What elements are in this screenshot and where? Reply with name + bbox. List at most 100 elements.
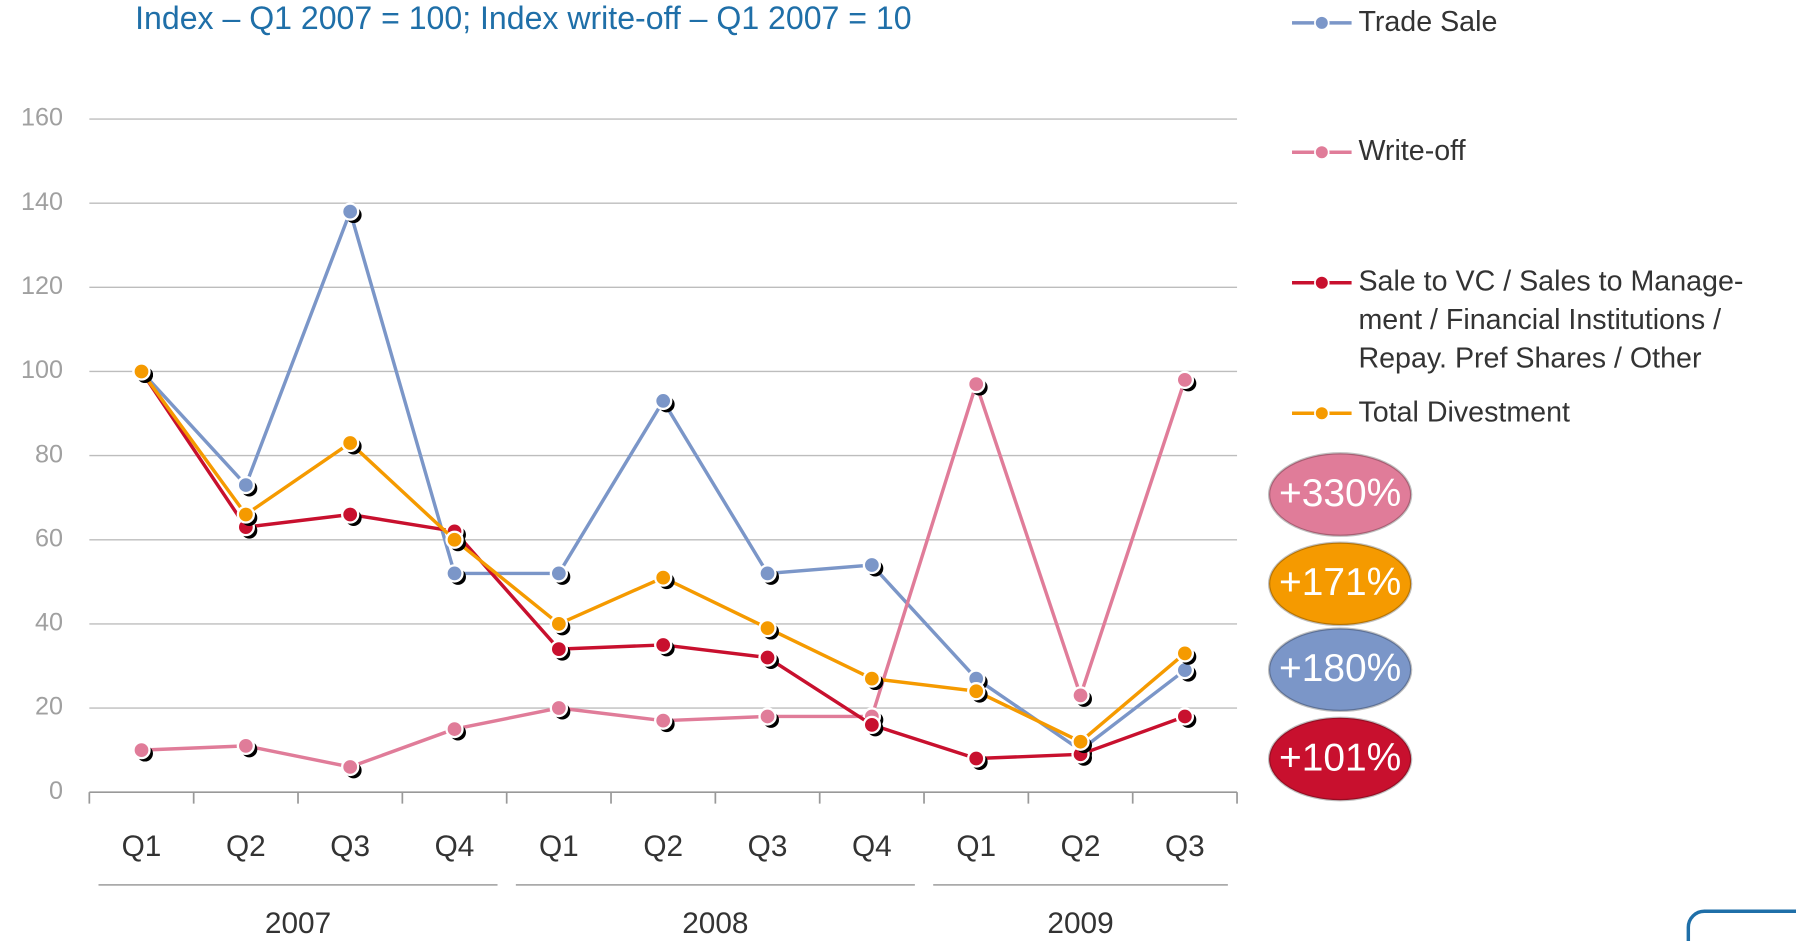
legend-dot bbox=[1314, 144, 1330, 160]
marker-dot bbox=[236, 736, 256, 756]
marker bbox=[549, 698, 571, 720]
badge-label: +171% bbox=[1279, 561, 1401, 604]
marker bbox=[758, 648, 779, 670]
group-label: 2009 bbox=[1047, 907, 1113, 940]
marker-dot bbox=[1175, 661, 1195, 680]
marker-dot bbox=[862, 715, 882, 735]
y-tick-label: 40 bbox=[35, 609, 63, 637]
marker bbox=[1071, 732, 1092, 754]
legend-label: Sale to VC / Sales to Manage-ment / Fina… bbox=[1358, 265, 1743, 374]
marker bbox=[654, 391, 675, 413]
marker-dot bbox=[341, 202, 360, 221]
badge bbox=[1267, 541, 1413, 627]
badge bbox=[1267, 716, 1413, 802]
x-tick-label: Q2 bbox=[643, 830, 683, 863]
legend-dot bbox=[1314, 15, 1330, 31]
marker bbox=[445, 564, 466, 585]
marker bbox=[654, 635, 675, 657]
legend-label: Trade Sale bbox=[1358, 5, 1497, 37]
legend-dot bbox=[1314, 275, 1330, 291]
marker-dot bbox=[132, 362, 151, 381]
y-tick-label: 80 bbox=[35, 440, 63, 468]
x-tick-label: Q2 bbox=[226, 830, 266, 863]
marker bbox=[549, 564, 571, 585]
marker-dot bbox=[445, 719, 464, 739]
marker bbox=[758, 618, 779, 640]
marker-dot bbox=[654, 711, 673, 730]
badge bbox=[1267, 627, 1413, 713]
x-tick-label: Q3 bbox=[1165, 830, 1205, 863]
x-tick-label: Q1 bbox=[956, 830, 996, 863]
legend-dot bbox=[1314, 405, 1330, 421]
marker-dot bbox=[341, 433, 360, 453]
y-tick-label: 120 bbox=[21, 272, 63, 300]
marker-dot bbox=[654, 568, 673, 587]
marker-dot bbox=[445, 530, 464, 549]
marker-dot bbox=[1175, 707, 1195, 726]
marker-dot bbox=[132, 740, 151, 760]
legend-label: Total Divestment bbox=[1358, 396, 1570, 428]
series-line bbox=[140, 206, 1186, 753]
marker bbox=[654, 568, 675, 590]
y-tick-label: 60 bbox=[35, 524, 63, 552]
marker bbox=[341, 505, 362, 526]
series-line bbox=[140, 370, 1186, 761]
marker bbox=[341, 202, 362, 224]
marker-dot bbox=[549, 614, 569, 634]
marker bbox=[236, 736, 258, 758]
marker-dot bbox=[967, 749, 986, 768]
x-tick-label: Q3 bbox=[330, 830, 370, 863]
marker-dot bbox=[758, 564, 777, 583]
x-tick-label: Q4 bbox=[435, 830, 475, 863]
group-label: 2007 bbox=[265, 907, 331, 940]
marker bbox=[967, 749, 988, 770]
badge-label: +101% bbox=[1279, 736, 1401, 779]
marker-dot bbox=[967, 682, 986, 701]
marker-dot bbox=[341, 757, 360, 777]
marker bbox=[236, 505, 258, 526]
marker-dot bbox=[758, 648, 777, 667]
marker bbox=[862, 715, 884, 737]
marker-dot bbox=[758, 707, 777, 726]
marker bbox=[967, 682, 988, 703]
marker bbox=[236, 475, 258, 497]
marker bbox=[549, 639, 571, 661]
marker-dot bbox=[549, 564, 569, 583]
marker-dot bbox=[549, 639, 569, 659]
marker-dot bbox=[1175, 644, 1195, 663]
x-tick-label: Q3 bbox=[748, 830, 788, 863]
legend-label: Write-off bbox=[1358, 135, 1465, 167]
marker-dot bbox=[967, 374, 986, 394]
marker bbox=[132, 740, 153, 762]
marker bbox=[758, 707, 779, 728]
marker bbox=[758, 564, 779, 585]
logo-fragment bbox=[1686, 909, 1796, 941]
marker bbox=[1175, 707, 1197, 728]
badge-label: +180% bbox=[1279, 647, 1401, 690]
marker-dot bbox=[236, 475, 256, 495]
y-tick-label: 160 bbox=[21, 104, 63, 132]
marker bbox=[445, 530, 466, 552]
marker bbox=[445, 719, 466, 741]
marker-dot bbox=[862, 555, 882, 575]
x-tick-label: Q2 bbox=[1061, 830, 1101, 863]
marker-dot bbox=[654, 635, 673, 655]
marker-dot bbox=[1071, 732, 1090, 751]
chart-subtitle: Index – Q1 2007 = 100; Index write-off –… bbox=[135, 0, 911, 36]
marker-dot bbox=[236, 505, 256, 524]
marker-dot bbox=[1175, 370, 1195, 390]
series-line bbox=[140, 370, 1186, 744]
marker-dot bbox=[549, 698, 569, 718]
x-tick-label: Q4 bbox=[852, 830, 892, 863]
marker bbox=[1175, 370, 1197, 392]
marker-dot bbox=[758, 618, 777, 638]
y-tick-label: 0 bbox=[49, 777, 63, 805]
marker-dot bbox=[341, 505, 360, 524]
marker-dot bbox=[654, 391, 673, 411]
marker bbox=[862, 669, 884, 691]
marker-dot bbox=[1071, 686, 1090, 705]
y-tick-label: 140 bbox=[21, 188, 63, 216]
marker bbox=[1175, 661, 1197, 682]
